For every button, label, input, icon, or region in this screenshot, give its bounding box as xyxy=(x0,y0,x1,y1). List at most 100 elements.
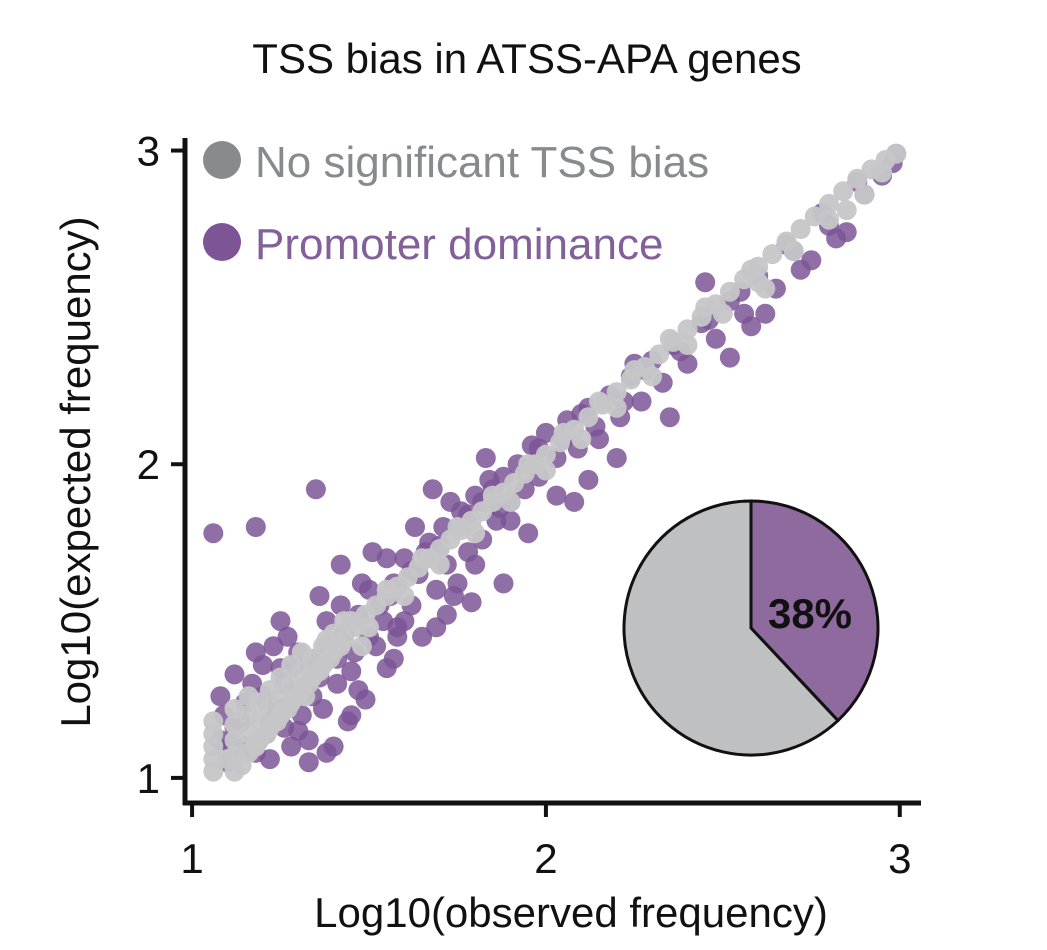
point-nonsig xyxy=(642,366,663,387)
point-promoter xyxy=(341,705,362,726)
point-promoter xyxy=(330,595,351,616)
point-nonsig xyxy=(553,422,574,443)
point-nonsig xyxy=(762,244,783,265)
point-nonsig xyxy=(606,397,627,418)
point-nonsig xyxy=(359,617,379,638)
pie-slice xyxy=(622,499,841,757)
point-promoter xyxy=(412,626,433,647)
point-nonsig xyxy=(872,162,893,183)
y-tick-label: 1 xyxy=(137,755,160,802)
point-promoter xyxy=(790,259,811,280)
point-nonsig xyxy=(412,548,433,569)
point-nonsig xyxy=(578,407,599,428)
point-promoter xyxy=(564,491,585,512)
legend-marker-promoter xyxy=(203,223,241,261)
point-promoter xyxy=(475,448,496,468)
point-promoter xyxy=(348,680,369,701)
point-nonsig xyxy=(589,391,609,412)
point-promoter xyxy=(383,648,404,669)
point-nonsig xyxy=(790,219,811,239)
point-promoter xyxy=(606,448,627,468)
x-tick-label: 2 xyxy=(534,835,557,882)
point-promoter xyxy=(316,742,337,763)
point-nonsig xyxy=(695,297,716,318)
legend: No significant TSS bias Promoter dominan… xyxy=(203,138,709,269)
point-nonsig xyxy=(677,319,698,340)
point-promoter xyxy=(426,617,447,638)
point-nonsig xyxy=(341,611,362,632)
point-promoter xyxy=(695,272,716,293)
point-promoter xyxy=(341,661,362,682)
point-nonsig xyxy=(376,579,397,600)
point-nonsig xyxy=(886,143,907,164)
legend-marker-nonsig xyxy=(203,141,241,179)
point-nonsig xyxy=(535,444,556,465)
point-promoter xyxy=(224,664,245,685)
point-promoter xyxy=(351,573,372,594)
point-promoter xyxy=(493,573,514,594)
point-promoter xyxy=(203,523,224,544)
point-promoter xyxy=(298,730,319,751)
x-tick-label: 1 xyxy=(180,835,203,882)
point-nonsig xyxy=(624,360,645,381)
point-nonsig xyxy=(833,181,854,202)
point-promoter xyxy=(210,686,231,707)
ticks-layer: 1 2 3 1 2 3 xyxy=(137,128,912,882)
point-nonsig xyxy=(231,755,252,776)
point-promoter xyxy=(263,636,284,657)
point-promoter xyxy=(309,586,330,606)
point-nonsig xyxy=(649,344,670,365)
point-nonsig xyxy=(606,382,627,403)
legend-label-promoter: Promoter dominance xyxy=(255,220,663,269)
point-promoter xyxy=(741,316,762,337)
point-promoter xyxy=(826,228,847,249)
point-nonsig xyxy=(447,517,468,537)
point-promoter xyxy=(387,626,408,647)
point-promoter xyxy=(440,491,461,512)
point-promoter xyxy=(578,469,599,490)
point-promoter xyxy=(245,517,266,537)
point-nonsig xyxy=(295,686,316,707)
points-layer xyxy=(203,143,907,782)
point-promoter xyxy=(327,673,348,694)
x-tick-label: 3 xyxy=(888,835,911,882)
point-promoter xyxy=(719,347,740,368)
pie-slice xyxy=(749,499,880,723)
legend-label-nonsig: No significant TSS bias xyxy=(255,138,709,187)
point-promoter xyxy=(535,422,556,443)
point-promoter xyxy=(465,554,486,575)
point-nonsig xyxy=(755,278,776,299)
point-nonsig xyxy=(819,209,839,230)
y-tick-label: 3 xyxy=(137,128,160,175)
point-nonsig xyxy=(518,454,539,475)
point-promoter xyxy=(755,303,776,324)
point-promoter xyxy=(305,479,326,500)
point-nonsig xyxy=(482,485,503,506)
point-nonsig xyxy=(203,711,224,732)
point-promoter xyxy=(546,485,567,506)
pie-inset xyxy=(622,499,880,757)
point-nonsig xyxy=(854,184,875,205)
point-promoter xyxy=(270,611,291,632)
point-promoter xyxy=(461,592,482,613)
point-promoter xyxy=(394,611,415,632)
chart-title: TSS bias in ATSS-APA genes xyxy=(252,35,801,82)
point-nonsig xyxy=(465,523,486,544)
point-nonsig xyxy=(224,714,245,735)
y-tick-label: 2 xyxy=(137,441,160,488)
point-promoter xyxy=(362,542,383,563)
point-nonsig xyxy=(783,240,804,261)
point-nonsig xyxy=(351,636,372,657)
point-promoter xyxy=(705,328,726,349)
point-promoter xyxy=(281,736,302,757)
point-nonsig xyxy=(394,586,415,606)
point-promoter xyxy=(422,479,443,500)
point-promoter xyxy=(405,517,425,537)
pie-percent-label: 38% xyxy=(768,590,852,637)
point-promoter xyxy=(631,391,652,412)
point-nonsig xyxy=(819,193,839,214)
point-nonsig xyxy=(535,460,556,481)
y-axis-title: Log10(expected frequency) xyxy=(52,216,99,727)
point-nonsig xyxy=(429,554,450,575)
